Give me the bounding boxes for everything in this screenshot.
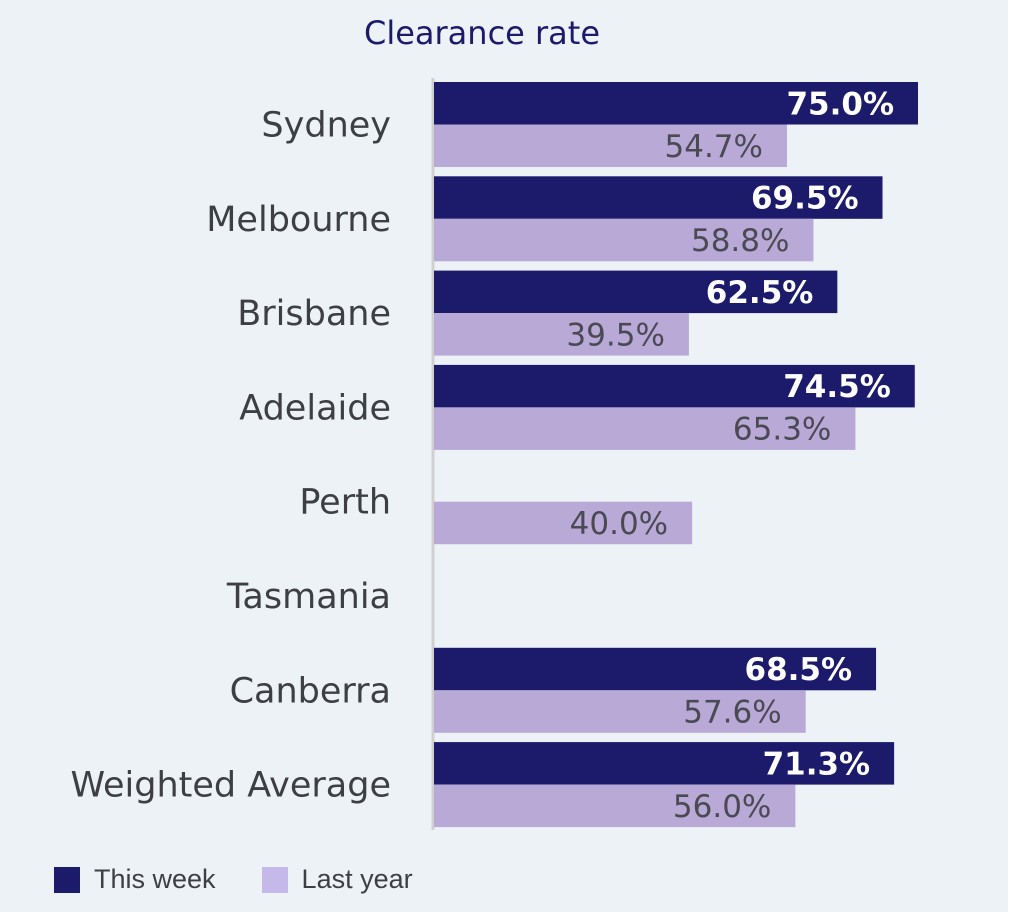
bar-last-year-adelaide	[434, 407, 856, 450]
legend-label-last-year: Last year	[301, 864, 413, 894]
chart-title: Clearance rate	[363, 14, 601, 52]
bar-last-year-sydney	[434, 124, 787, 167]
category-label-adelaide: Adelaide	[239, 388, 391, 428]
category-label-tasmania: Tasmania	[226, 577, 391, 617]
bar-this-week-weighted-average	[434, 742, 895, 785]
bar-last-year-brisbane	[434, 313, 689, 356]
category-label-sydney: Sydney	[261, 106, 391, 146]
legend-swatch-last-year	[261, 866, 288, 893]
bar-this-week-brisbane	[434, 270, 838, 314]
value-label-last-year-perth: 40.0%	[570, 506, 668, 542]
legend-label-this-week: This week	[94, 864, 216, 894]
bar-last-year-melbourne	[434, 218, 814, 262]
bar-this-week-sydney	[434, 82, 918, 125]
value-label-this-week-brisbane: 62.5%	[706, 275, 814, 311]
legend: This week Last year	[54, 864, 459, 895]
bar-chart: Sydney 75.0% 54.7% Melbourne 69.5% 58.8% Brisb…	[70, 78, 918, 830]
category-label-melbourne: Melbourne	[206, 200, 391, 240]
value-label-this-week-sydney: 75.0%	[786, 86, 894, 122]
category-label-canberra: Canberra	[230, 671, 391, 711]
bar-this-week-canberra	[434, 647, 877, 691]
bar-this-week-adelaide	[434, 364, 915, 408]
value-label-last-year-weighted-average: 56.0%	[673, 789, 771, 825]
legend-item-last-year: Last year	[261, 864, 413, 895]
category-label-perth: Perth	[299, 483, 391, 523]
bar-last-year-canberra	[434, 690, 806, 733]
value-label-last-year-brisbane: 39.5%	[566, 317, 664, 353]
bar-this-week-melbourne	[434, 176, 883, 219]
value-label-this-week-weighted-average: 71.3%	[763, 746, 871, 782]
legend-item-this-week: This week	[54, 864, 216, 895]
category-label-weighted-average: Weighted Average	[70, 766, 391, 806]
value-label-last-year-adelaide: 65.3%	[733, 412, 831, 448]
value-label-this-week-adelaide: 74.5%	[783, 369, 891, 405]
value-label-this-week-canberra: 68.5%	[745, 652, 853, 688]
value-label-this-week-melbourne: 69.5%	[751, 181, 859, 217]
bar-last-year-perth	[434, 501, 693, 545]
category-label-brisbane: Brisbane	[237, 294, 391, 334]
value-label-last-year-melbourne: 58.8%	[691, 223, 789, 259]
legend-swatch-this-week	[54, 866, 80, 893]
bar-last-year-weighted-average	[434, 784, 796, 828]
value-label-last-year-canberra: 57.6%	[683, 695, 781, 731]
value-label-last-year-sydney: 54.7%	[665, 129, 763, 165]
